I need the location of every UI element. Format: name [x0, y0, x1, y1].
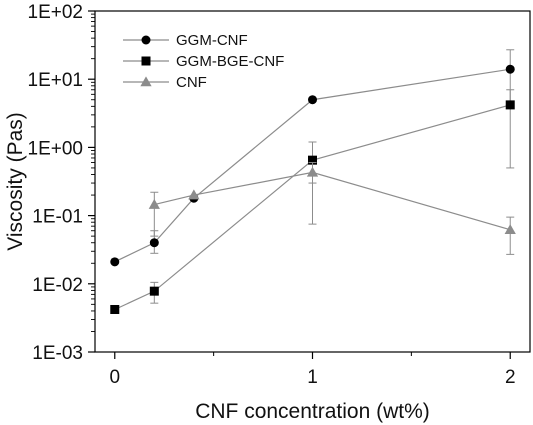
x-tick-label: 2 — [505, 367, 516, 388]
data-point — [505, 100, 515, 110]
legend-marker — [141, 56, 151, 66]
series-layer — [110, 49, 516, 314]
data-point — [149, 286, 159, 296]
data-point — [505, 64, 515, 74]
x-axis-title: CNF concentration (wt%) — [195, 400, 430, 423]
y-tick-label: 1E+02 — [28, 2, 83, 23]
x-tick-label: 0 — [109, 367, 120, 388]
series-cnf — [148, 162, 516, 255]
series-line — [114, 104, 511, 311]
data-point — [308, 155, 317, 165]
data-point — [188, 189, 200, 200]
y-tick-label: 1E+00 — [28, 138, 83, 159]
y-axis: 1E-03 1E-02 1E-01 1E+00 1E+01 1E+02 — [28, 2, 95, 364]
y-tick-label: 1E-03 — [32, 343, 83, 364]
y-tick-label: 1E-01 — [32, 207, 83, 228]
y-tick-label: 1E-02 — [32, 275, 83, 296]
x-tick-label: 1 — [307, 367, 318, 388]
legend-label: CNF — [176, 74, 207, 91]
data-point — [308, 95, 317, 105]
data-point — [504, 224, 516, 235]
legend-marker — [140, 76, 152, 87]
data-point — [149, 238, 159, 248]
x-axis: 0 1 2 — [109, 352, 516, 388]
data-point — [110, 304, 120, 314]
data-point — [110, 257, 120, 267]
legend-label: GGM-BGE-CNF — [176, 53, 284, 70]
series-ggm-bge-cnf — [110, 89, 515, 314]
y-axis-title: Viscosity (Pas) — [4, 112, 27, 250]
y-tick-label: 1E+01 — [28, 70, 83, 91]
data-point — [148, 198, 160, 209]
series-line — [154, 171, 511, 231]
legend-label: GGM-CNF — [176, 32, 248, 49]
legend-marker — [141, 35, 151, 45]
data-point — [306, 166, 319, 177]
legend: GGM-CNF GGM-BGE-CNF CNF — [123, 32, 284, 91]
